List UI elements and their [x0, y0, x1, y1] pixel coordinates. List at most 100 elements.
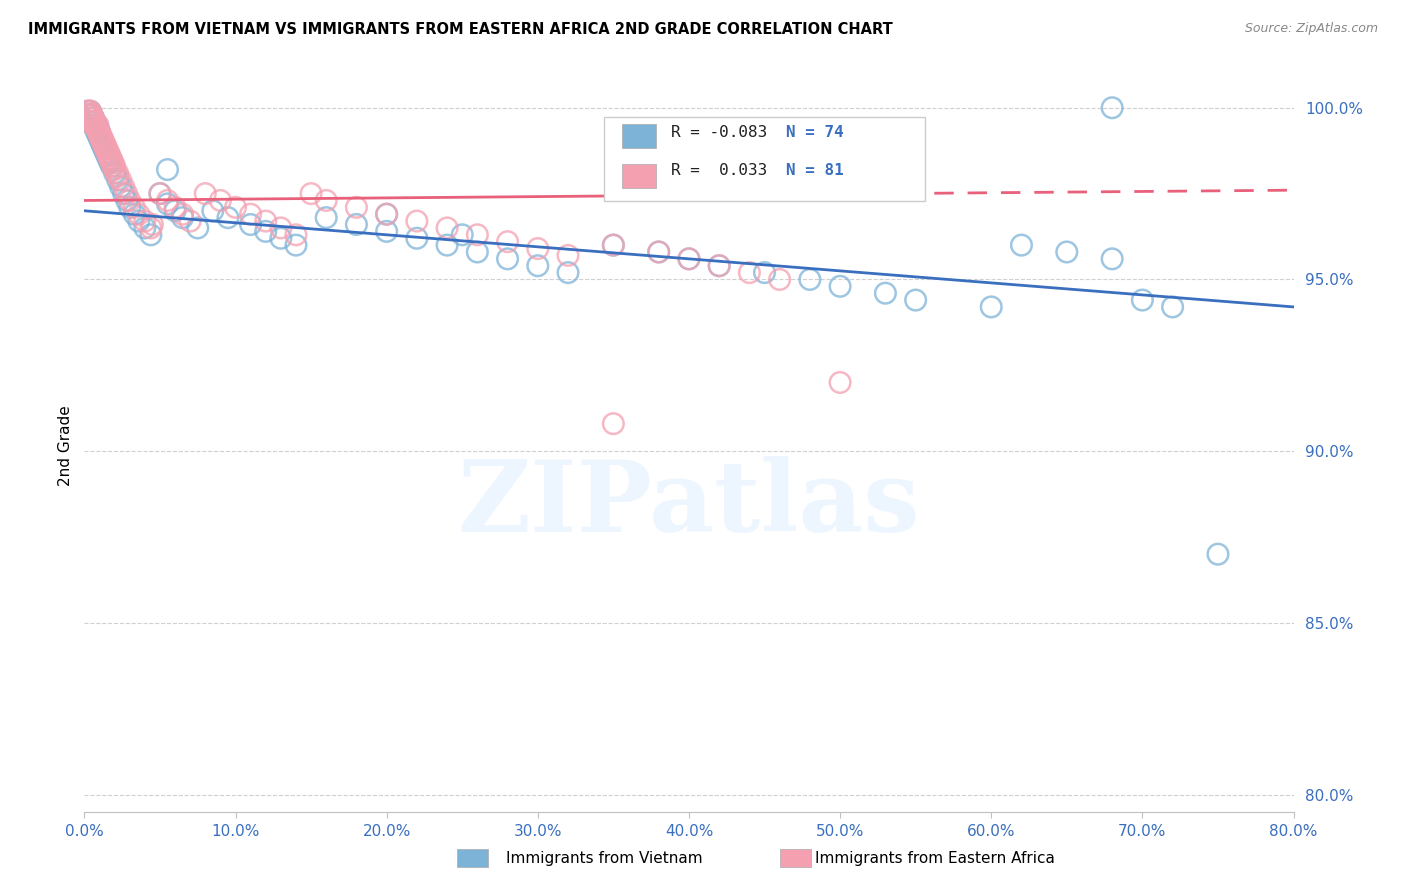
- Point: [80, 107, 103, 121]
- Point: [79, 111, 101, 125]
- Point: [406, 231, 429, 245]
- Point: [172, 211, 194, 225]
- Point: [79, 107, 101, 121]
- Point: [79, 104, 101, 119]
- Point: [557, 248, 579, 262]
- Point: [187, 221, 209, 235]
- Point: [346, 200, 368, 214]
- Point: [101, 155, 124, 169]
- Point: [98, 153, 121, 167]
- Point: [115, 186, 138, 201]
- Point: [97, 149, 120, 163]
- Point: [128, 214, 150, 228]
- Point: [165, 200, 187, 214]
- Point: [110, 173, 132, 187]
- Point: [112, 179, 135, 194]
- Point: [239, 218, 262, 232]
- Point: [77, 104, 100, 119]
- Point: [769, 272, 792, 286]
- Point: [104, 162, 127, 177]
- Point: [1056, 244, 1078, 259]
- Point: [754, 266, 776, 280]
- Point: [80, 111, 103, 125]
- Point: [451, 227, 474, 242]
- Point: [87, 121, 110, 136]
- Point: [107, 173, 129, 187]
- Point: [557, 266, 579, 280]
- Point: [84, 114, 107, 128]
- Point: [94, 142, 117, 156]
- Text: R = -0.083: R = -0.083: [671, 125, 768, 140]
- Point: [97, 153, 120, 167]
- Point: [76, 104, 98, 119]
- Point: [128, 207, 150, 221]
- Point: [84, 118, 107, 132]
- Point: [79, 111, 101, 125]
- Point: [678, 252, 700, 266]
- Point: [89, 128, 111, 143]
- Point: [77, 107, 100, 121]
- Point: [118, 194, 141, 208]
- Point: [149, 186, 172, 201]
- Bar: [457, 849, 488, 867]
- Point: [648, 244, 671, 259]
- Point: [239, 207, 262, 221]
- Point: [467, 227, 489, 242]
- Point: [86, 121, 108, 136]
- Point: [496, 235, 519, 249]
- Point: [82, 114, 104, 128]
- Point: [225, 200, 247, 214]
- Point: [100, 155, 122, 169]
- Point: [122, 200, 145, 214]
- Point: [100, 153, 122, 167]
- Point: [285, 238, 308, 252]
- Point: [107, 169, 129, 184]
- Point: [285, 227, 308, 242]
- Point: [375, 207, 398, 221]
- Point: [79, 104, 101, 119]
- Point: [139, 221, 162, 235]
- Point: [141, 218, 163, 232]
- Point: [738, 266, 761, 280]
- Point: [104, 159, 127, 173]
- Point: [156, 162, 179, 177]
- Point: [346, 218, 368, 232]
- Point: [299, 186, 322, 201]
- Point: [80, 114, 103, 128]
- Point: [89, 125, 111, 139]
- Point: [156, 197, 179, 211]
- Bar: [623, 164, 657, 188]
- Point: [84, 114, 107, 128]
- Point: [201, 203, 224, 218]
- Point: [82, 111, 104, 125]
- Bar: [623, 124, 657, 147]
- Point: [91, 131, 114, 145]
- Text: N = 74: N = 74: [786, 125, 844, 140]
- Point: [406, 214, 429, 228]
- Point: [90, 128, 112, 143]
- Point: [1206, 547, 1229, 561]
- Point: [115, 194, 138, 208]
- Point: [648, 244, 671, 259]
- Point: [1161, 300, 1184, 314]
- Point: [82, 118, 104, 132]
- Point: [527, 259, 550, 273]
- Point: [602, 238, 624, 252]
- Point: [709, 259, 731, 273]
- Point: [602, 238, 624, 252]
- Point: [467, 244, 489, 259]
- Point: [602, 417, 624, 431]
- Point: [90, 131, 112, 145]
- Point: [89, 125, 111, 139]
- Point: [80, 107, 103, 121]
- Point: [96, 145, 118, 160]
- Point: [100, 159, 122, 173]
- Point: [91, 135, 114, 149]
- Point: [107, 166, 129, 180]
- Point: [87, 125, 110, 139]
- Point: [799, 272, 821, 286]
- Point: [118, 200, 141, 214]
- Y-axis label: 2nd Grade: 2nd Grade: [58, 406, 73, 486]
- Point: [875, 286, 897, 301]
- Point: [134, 214, 156, 228]
